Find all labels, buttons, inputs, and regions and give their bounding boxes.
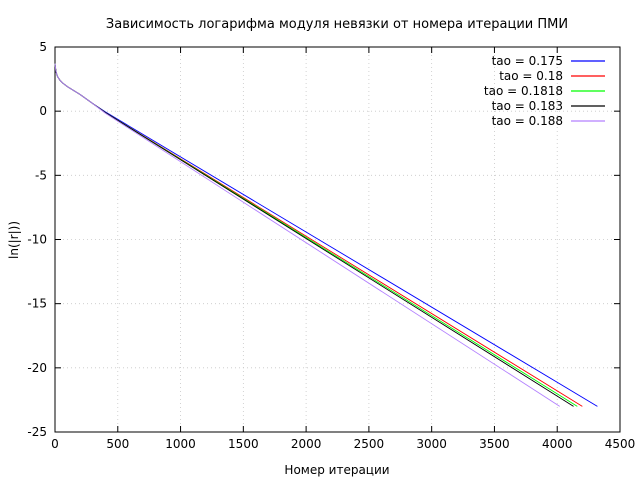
x-tick-label: 2500	[354, 437, 385, 451]
x-axis-label: Номер итерации	[284, 463, 389, 477]
y-tick-label: -20	[27, 361, 47, 375]
x-tick-label: 1000	[165, 437, 196, 451]
y-tick-label: -15	[27, 297, 47, 311]
x-tick-label: 4000	[542, 437, 573, 451]
y-tick-label: -10	[27, 233, 47, 247]
legend-label: tao = 0.1818	[484, 84, 563, 98]
y-tick-label: 5	[39, 40, 47, 54]
series-group	[54, 63, 598, 407]
legend-label: tao = 0.188	[492, 114, 563, 128]
axis-ticks: 0 500 1000 1500 2000 2500 3000 3500 4000 4500 5 0 -5…	[27, 40, 635, 451]
legend-label: tao = 0.18	[499, 69, 563, 83]
x-tick-label: 1500	[228, 437, 259, 451]
grid	[55, 47, 620, 432]
legend-label: tao = 0.175	[492, 54, 563, 68]
chart-title: Зависимость логарифма модуля невязки от …	[106, 17, 568, 32]
x-tick-label: 500	[106, 437, 129, 451]
series-line	[54, 63, 560, 407]
x-tick-label: 0	[51, 437, 59, 451]
legend-label: tao = 0.183	[492, 99, 563, 113]
y-axis-label: ln(|r|))	[7, 221, 21, 259]
x-tick-label: 3000	[416, 437, 447, 451]
x-tick-label: 2000	[291, 437, 322, 451]
x-tick-label: 3500	[479, 437, 510, 451]
y-tick-label: -25	[27, 425, 47, 439]
y-tick-label: -5	[35, 168, 47, 182]
y-tick-label: 0	[39, 104, 47, 118]
x-tick-label: 4500	[605, 437, 636, 451]
